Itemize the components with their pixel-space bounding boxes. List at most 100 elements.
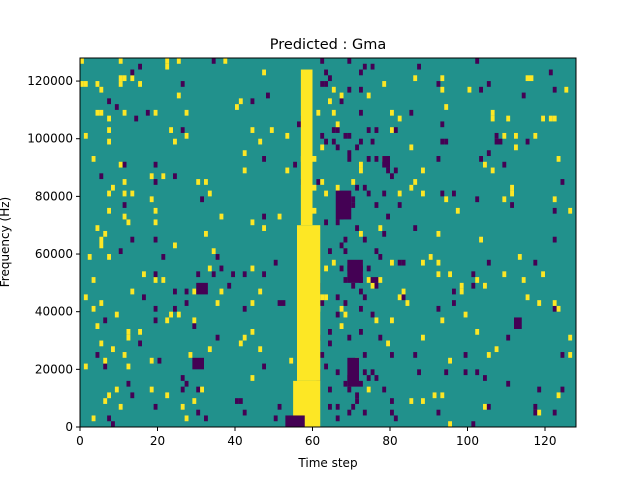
heatmap-cell-high <box>95 109 100 116</box>
heatmap-cell-low <box>359 380 363 387</box>
heatmap-cell-high <box>219 213 224 220</box>
heatmap-cell-low <box>440 121 445 128</box>
heatmap-cell-low <box>444 369 449 376</box>
heatmap-cell-high <box>103 230 108 237</box>
heatmap-cell-high <box>118 75 123 82</box>
chart-title: Predicted : Gma <box>270 37 386 53</box>
heatmap-cell-low <box>401 259 406 266</box>
heatmap-cell-low <box>486 81 491 87</box>
heatmap-cell-high <box>312 156 317 162</box>
heatmap-cell-high <box>250 265 255 272</box>
x-tick-label: 40 <box>227 434 242 448</box>
heatmap-cell-high <box>250 328 255 335</box>
heatmap-cell-high <box>552 115 557 122</box>
heatmap-cell-high <box>161 277 166 283</box>
heatmap-cell-low <box>552 409 557 416</box>
heatmap-cell-low <box>184 380 189 387</box>
heatmap-cell-low <box>262 271 266 278</box>
heatmap-cell-high <box>366 386 371 393</box>
heatmap-cells <box>80 58 576 427</box>
heatmap-cell-low <box>219 265 224 272</box>
heatmap-cell-low <box>359 288 363 295</box>
heatmap-cell-high <box>153 207 158 214</box>
heatmap-cell-low <box>359 305 363 312</box>
heatmap-cell-low <box>390 409 394 416</box>
heatmap-cell-low <box>436 156 441 162</box>
heatmap-cell-high <box>432 392 437 399</box>
heatmap-cell-low <box>145 109 150 116</box>
heatmap-cell-high <box>107 207 111 214</box>
heatmap-cell-high <box>514 132 518 139</box>
heatmap-cell-low <box>362 369 367 376</box>
heatmap-cell-low <box>552 86 557 93</box>
heatmap-cell-low <box>328 403 332 410</box>
heatmap-cell-low <box>347 132 352 139</box>
heatmap-cell-low <box>196 409 201 416</box>
heatmap-cell-low <box>262 213 266 220</box>
heatmap-cell-high <box>176 92 181 99</box>
heatmap-cell-low <box>452 300 456 306</box>
heatmap-cell-high <box>138 81 142 87</box>
heatmap-cell-high <box>107 138 111 145</box>
heatmap-cell-low <box>324 81 328 87</box>
heatmap-cell-high <box>80 81 84 87</box>
heatmap-cell-high <box>111 184 115 191</box>
heatmap-cell-high <box>421 190 425 197</box>
heatmap-cell-high <box>169 127 173 133</box>
heatmap-cell-low <box>316 179 321 185</box>
heatmap-cell-low <box>374 248 379 255</box>
heatmap-cell-high <box>552 300 557 306</box>
heatmap-cell-low <box>134 115 139 122</box>
heatmap-cell-high <box>366 277 371 283</box>
heatmap-cell-high <box>250 300 255 306</box>
heatmap-cell-high <box>165 392 170 399</box>
y-tick-label: 120000 <box>27 74 73 88</box>
heatmap-cell-low <box>103 363 108 370</box>
heatmap-cell-low <box>107 98 111 105</box>
heatmap-cell-low <box>359 86 363 93</box>
heatmap-cell-low <box>103 317 108 324</box>
heatmap-cell-high <box>91 277 96 283</box>
heatmap-cell-low <box>347 334 352 341</box>
heatmap-cell-low <box>440 138 445 145</box>
heatmap-cell-high <box>390 109 394 116</box>
heatmap-cell-low <box>273 415 278 422</box>
heatmap-cell-low <box>366 156 371 162</box>
heatmap-cell-low <box>153 317 158 324</box>
heatmap-cell-low <box>525 138 530 145</box>
heatmap-cell-high <box>510 190 514 197</box>
heatmap-cell-low <box>343 248 348 255</box>
heatmap-cell-low <box>331 138 336 145</box>
heatmap-cell-high <box>448 357 452 364</box>
heatmap-cell-low <box>347 386 352 393</box>
heatmap-cell-high <box>95 81 100 87</box>
heatmap-cell-high <box>107 254 111 260</box>
heatmap-cell-low <box>552 236 557 243</box>
heatmap-cell-low <box>366 375 371 381</box>
heatmap-cell-low <box>510 202 514 208</box>
heatmap-cell-low <box>138 63 142 70</box>
heatmap-cell-low <box>359 109 363 116</box>
heatmap-cell-low <box>324 363 328 370</box>
heatmap-cell-high <box>95 323 100 329</box>
heatmap-cell-low <box>533 259 538 266</box>
heatmap-cell-high <box>99 242 104 249</box>
heatmap-cell-low <box>231 271 235 278</box>
heatmap-cell-low <box>471 271 476 278</box>
heatmap-block-low <box>514 317 522 329</box>
x-tick-label: 20 <box>150 434 165 448</box>
heatmap-cell-high <box>359 167 363 174</box>
heatmap-cell-low <box>436 81 441 87</box>
heatmap-cell-low <box>122 202 127 208</box>
x-tick-label: 80 <box>382 434 397 448</box>
heatmap-cell-high <box>215 300 220 306</box>
heatmap-cell-high <box>165 58 170 64</box>
heatmap-cell-low <box>335 369 340 376</box>
heatmap-block-low <box>347 259 363 283</box>
heatmap-cell-low <box>359 138 363 145</box>
heatmap-cell-high <box>122 179 127 185</box>
heatmap-cell-low <box>397 259 402 266</box>
heatmap-cell-high <box>126 334 131 341</box>
heatmap-cell-low <box>320 300 325 306</box>
heatmap-cell-high <box>390 317 394 324</box>
